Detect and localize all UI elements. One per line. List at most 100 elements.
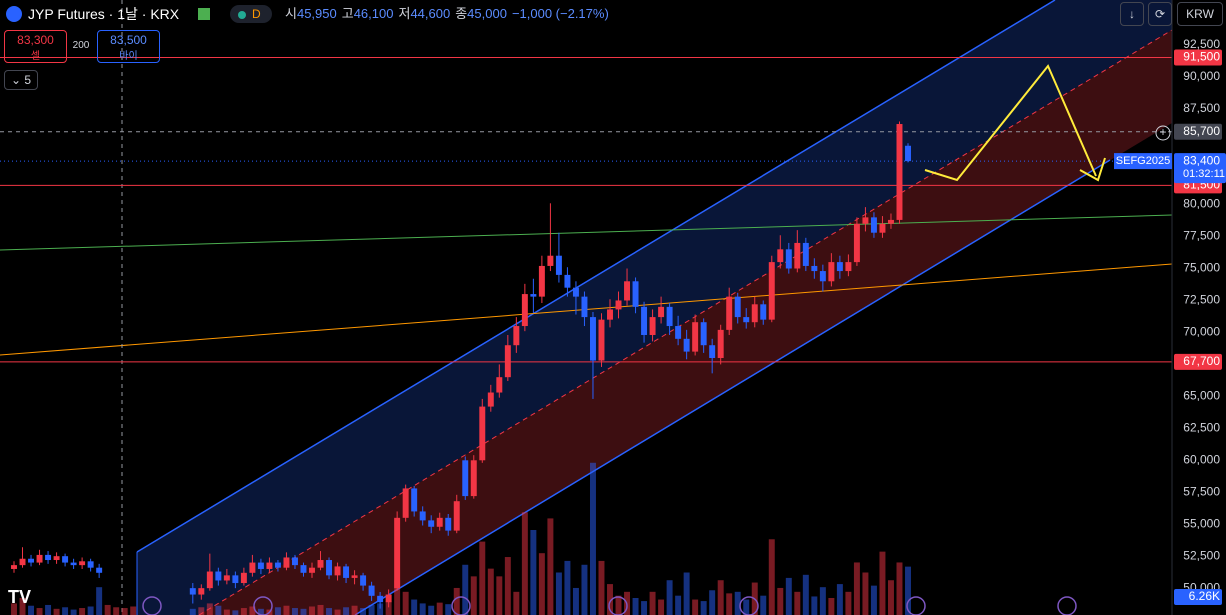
volume-bar <box>589 462 596 615</box>
volume-bar <box>368 604 375 615</box>
volume-bar <box>300 608 307 615</box>
download-button[interactable]: ↓ <box>1120 2 1144 26</box>
candle-body <box>96 567 103 573</box>
volume-bar <box>470 576 477 615</box>
flag[interactable] <box>198 8 210 20</box>
candle-body <box>189 588 196 595</box>
volume-bar <box>104 604 111 615</box>
candle-body <box>700 322 707 346</box>
ohlc-value: 45,000 <box>467 6 507 21</box>
candle-body <box>743 317 750 323</box>
volume-bar <box>658 599 665 615</box>
candle-body <box>726 296 733 330</box>
add-alert[interactable] <box>1155 125 1171 141</box>
candle-body <box>853 223 860 263</box>
volume-bar <box>36 608 43 615</box>
candle-body <box>257 562 264 569</box>
volume-bar <box>853 562 860 615</box>
candle-body <box>521 294 528 327</box>
channel-mid <box>198 29 1172 615</box>
forecast-arrow <box>1079 157 1106 182</box>
volume-bar <box>564 560 571 615</box>
candle-body <box>351 575 358 578</box>
volume-bar <box>317 604 324 615</box>
lots-box[interactable]: ⌄ 5 <box>4 70 38 90</box>
volume-bar <box>615 595 622 615</box>
candle-body <box>198 588 205 595</box>
volume-bar <box>896 562 903 615</box>
volume-bar <box>794 591 801 615</box>
add-icon: + <box>1159 125 1166 139</box>
candle-body <box>717 329 724 359</box>
y-tick-label: 65,000 <box>1183 389 1220 403</box>
candle-body <box>624 281 631 301</box>
y-tick-label: 52,500 <box>1183 548 1220 562</box>
volume-bar <box>419 603 426 615</box>
refresh-button[interactable]: ⟳ <box>1148 2 1172 26</box>
y-tick-label: 80,000 <box>1183 197 1220 211</box>
candle-body <box>487 392 494 407</box>
event-marker[interactable] <box>1057 596 1077 615</box>
candle-body <box>581 296 588 318</box>
volume-bar <box>445 604 452 615</box>
buy-button[interactable]: 83,500 바이 <box>97 30 160 63</box>
symbol-title[interactable]: JYP Futures · 1날 · KRX <box>28 6 180 22</box>
event-marker[interactable] <box>608 596 628 615</box>
sell-label: 셀 <box>30 51 41 62</box>
currency[interactable]: KRW <box>1177 2 1223 26</box>
candle-body <box>419 511 426 521</box>
event-markers <box>142 596 1077 615</box>
level-tag <box>1174 123 1222 140</box>
candle-body <box>462 460 469 497</box>
volume-bar <box>19 598 26 615</box>
countdown: 01:32:11 <box>1183 168 1225 180</box>
candle-body <box>794 242 801 269</box>
candle-body <box>266 562 273 569</box>
ohlc-key: 종 <box>455 6 468 21</box>
candle-body <box>887 219 894 224</box>
volume-bar <box>291 608 298 615</box>
volume-bar <box>521 512 528 615</box>
candle-body <box>343 566 350 578</box>
candle-body <box>862 217 869 224</box>
y-tick-label: 90,000 <box>1183 69 1220 83</box>
symbol-logo <box>6 6 22 22</box>
volume-bar <box>360 608 367 615</box>
volume-bar <box>274 607 281 615</box>
candle-body <box>530 294 537 297</box>
ohlc-key: 시 <box>285 6 297 21</box>
candle-body <box>309 567 315 573</box>
candle-body <box>811 265 818 272</box>
y-tick-label: 60,000 <box>1183 452 1220 466</box>
event-marker[interactable] <box>906 596 926 615</box>
event-marker[interactable] <box>142 596 162 615</box>
event-marker[interactable] <box>253 596 273 615</box>
volume-bar <box>462 564 469 615</box>
change: −1,000 (−2.17%) <box>511 6 609 21</box>
volume-bar <box>206 603 213 615</box>
volume-bar <box>309 606 315 615</box>
candle-body <box>28 558 35 563</box>
candle-body <box>453 501 460 531</box>
y-tick-label: 70,000 <box>1183 325 1220 339</box>
event-marker[interactable] <box>739 596 759 615</box>
price-axis <box>1172 0 1226 615</box>
event-marker[interactable] <box>451 596 471 615</box>
sell-button[interactable]: 83,300 셀 <box>4 30 67 63</box>
volume-bar <box>641 601 648 615</box>
candle-body <box>658 306 665 318</box>
candle-body <box>675 326 682 339</box>
volume-bar <box>198 607 205 615</box>
candle-body <box>394 517 401 589</box>
candle-body <box>223 575 230 581</box>
volume-readout: 6.26K <box>1189 589 1220 603</box>
y-tick-label: 75,000 <box>1183 261 1220 275</box>
volume-bar <box>836 584 843 615</box>
volume-bar <box>768 539 775 615</box>
channel-top <box>136 0 1056 553</box>
volume-bar <box>879 551 886 615</box>
candle-body <box>428 520 435 527</box>
ohlc: 시45,950 고46,100 저44,600 종45,000 −1,000 (−2.1… <box>285 4 609 24</box>
volume-bar <box>96 587 103 615</box>
candle-body <box>19 558 26 566</box>
